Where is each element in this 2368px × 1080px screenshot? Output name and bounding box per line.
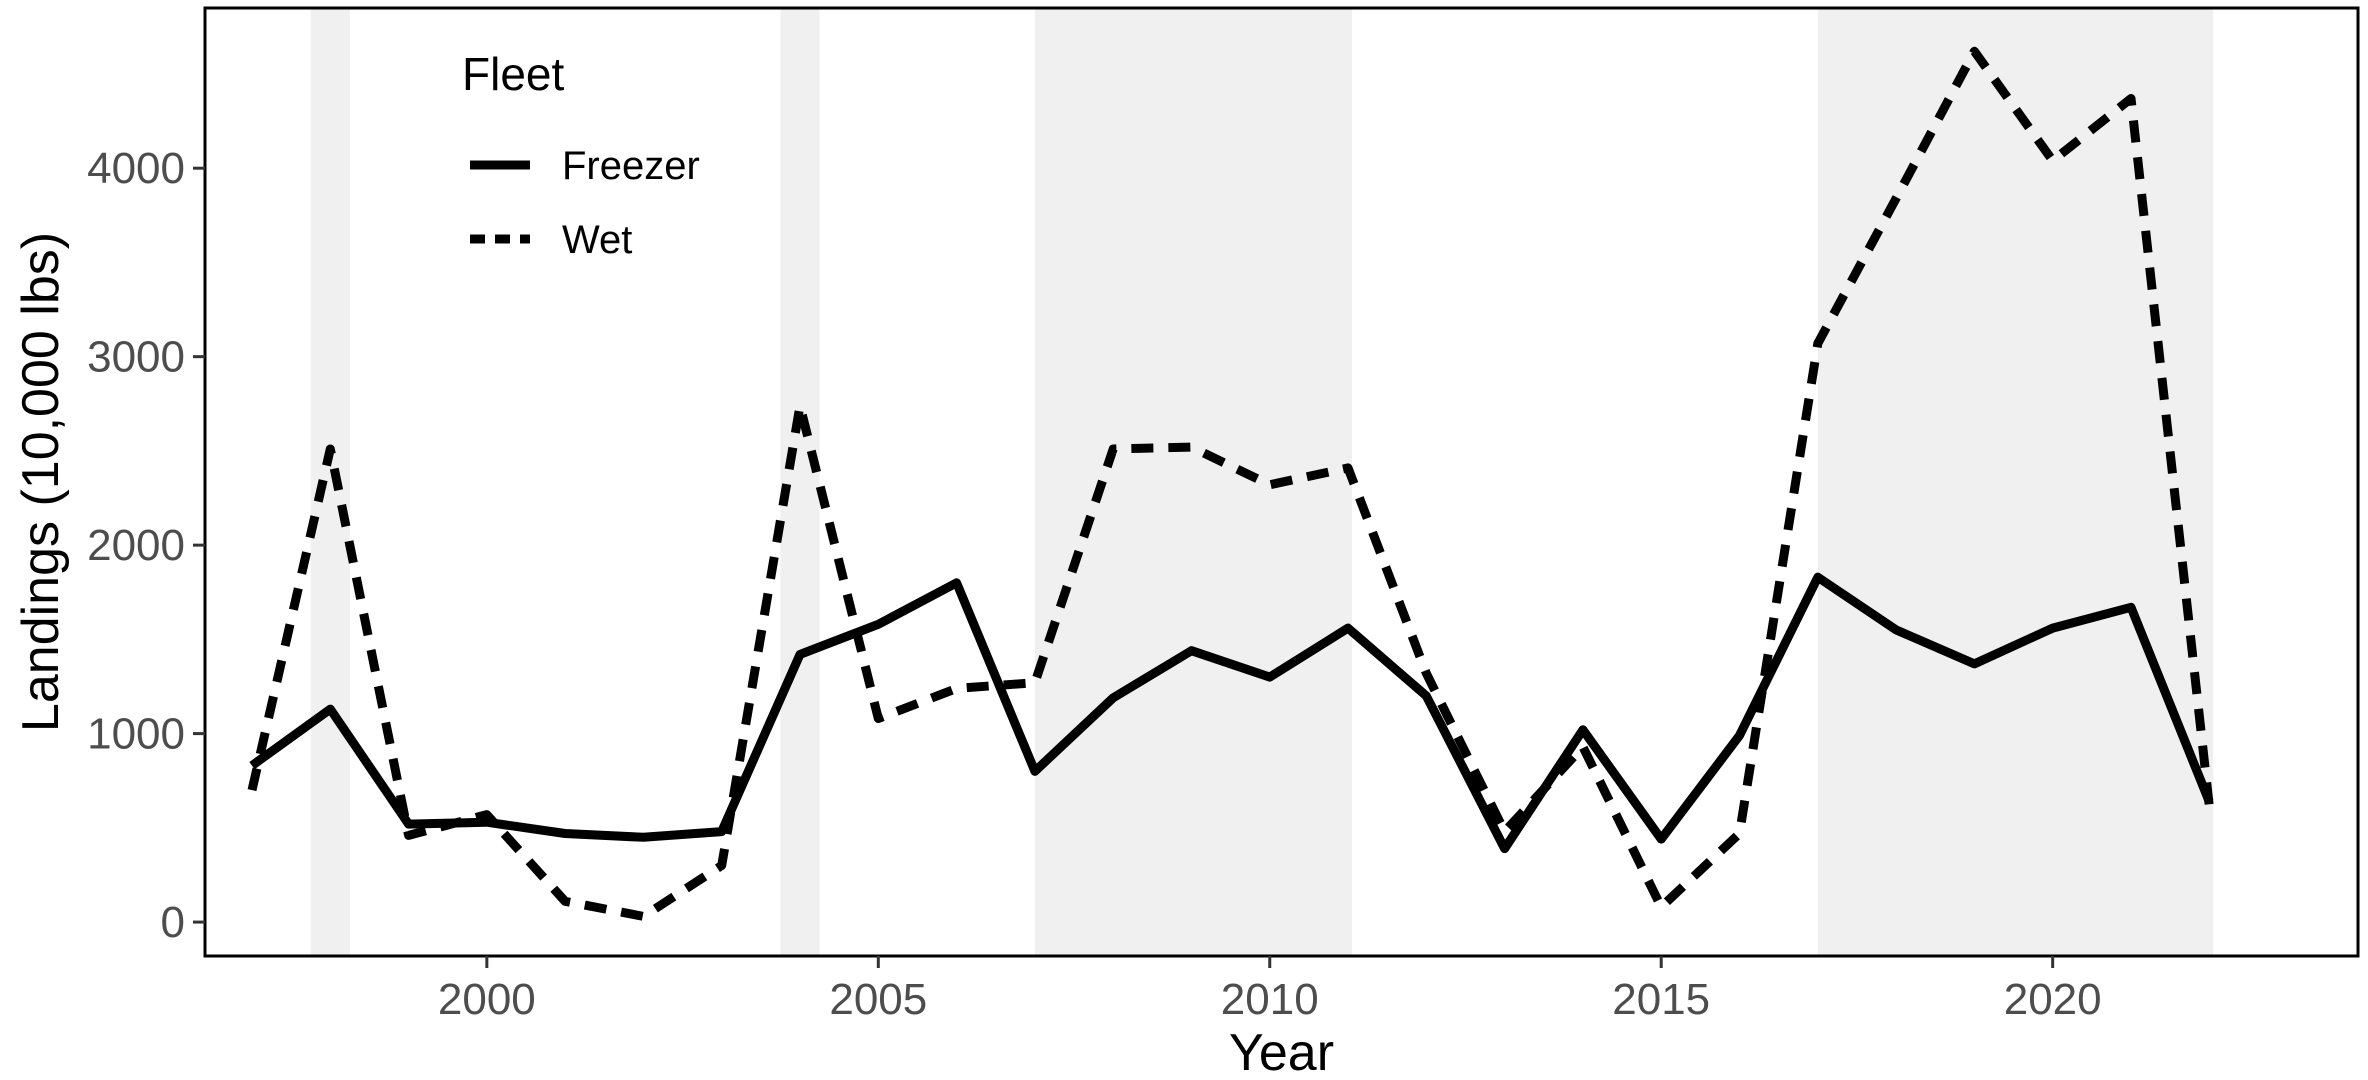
y-tick-label-3000: 3000: [87, 333, 185, 382]
y-tick-label-0: 0: [161, 898, 185, 947]
shaded-period-1: [310, 8, 350, 956]
legend-label-freezer: Freezer: [562, 144, 700, 188]
x-axis-title: Year: [1229, 1024, 1334, 1080]
x-tick-label-2020: 2020: [2004, 975, 2102, 1024]
x-tick-label-2005: 2005: [829, 975, 927, 1024]
series-line-freezer: [249, 572, 2214, 854]
legend-label-wet: Wet: [562, 218, 632, 262]
y-axis-ticks: 0 1000 2000 3000 4000: [87, 144, 205, 947]
legend-title: Fleet: [462, 48, 564, 100]
shaded-periods: [310, 8, 2214, 956]
x-tick-label-2015: 2015: [1612, 975, 1710, 1024]
y-axis-title: Landings (10,000 lbs): [12, 232, 70, 732]
shaded-period-2: [780, 8, 820, 956]
shaded-period-4: [1817, 8, 2214, 956]
shaded-period-3: [1034, 8, 1352, 956]
legend: Fleet Freezer Wet: [462, 48, 700, 262]
plot-frame: [203, 6, 2360, 958]
y-tick-label-2000: 2000: [87, 521, 185, 570]
series-lines: [247, 46, 2214, 921]
x-axis-ticks: 2000 2005 2010 2015 2020: [438, 956, 2102, 1024]
x-tick-label-2000: 2000: [438, 975, 536, 1024]
y-tick-label-4000: 4000: [87, 144, 185, 193]
y-tick-label-1000: 1000: [87, 710, 185, 759]
x-tick-label-2010: 2010: [1221, 975, 1319, 1024]
